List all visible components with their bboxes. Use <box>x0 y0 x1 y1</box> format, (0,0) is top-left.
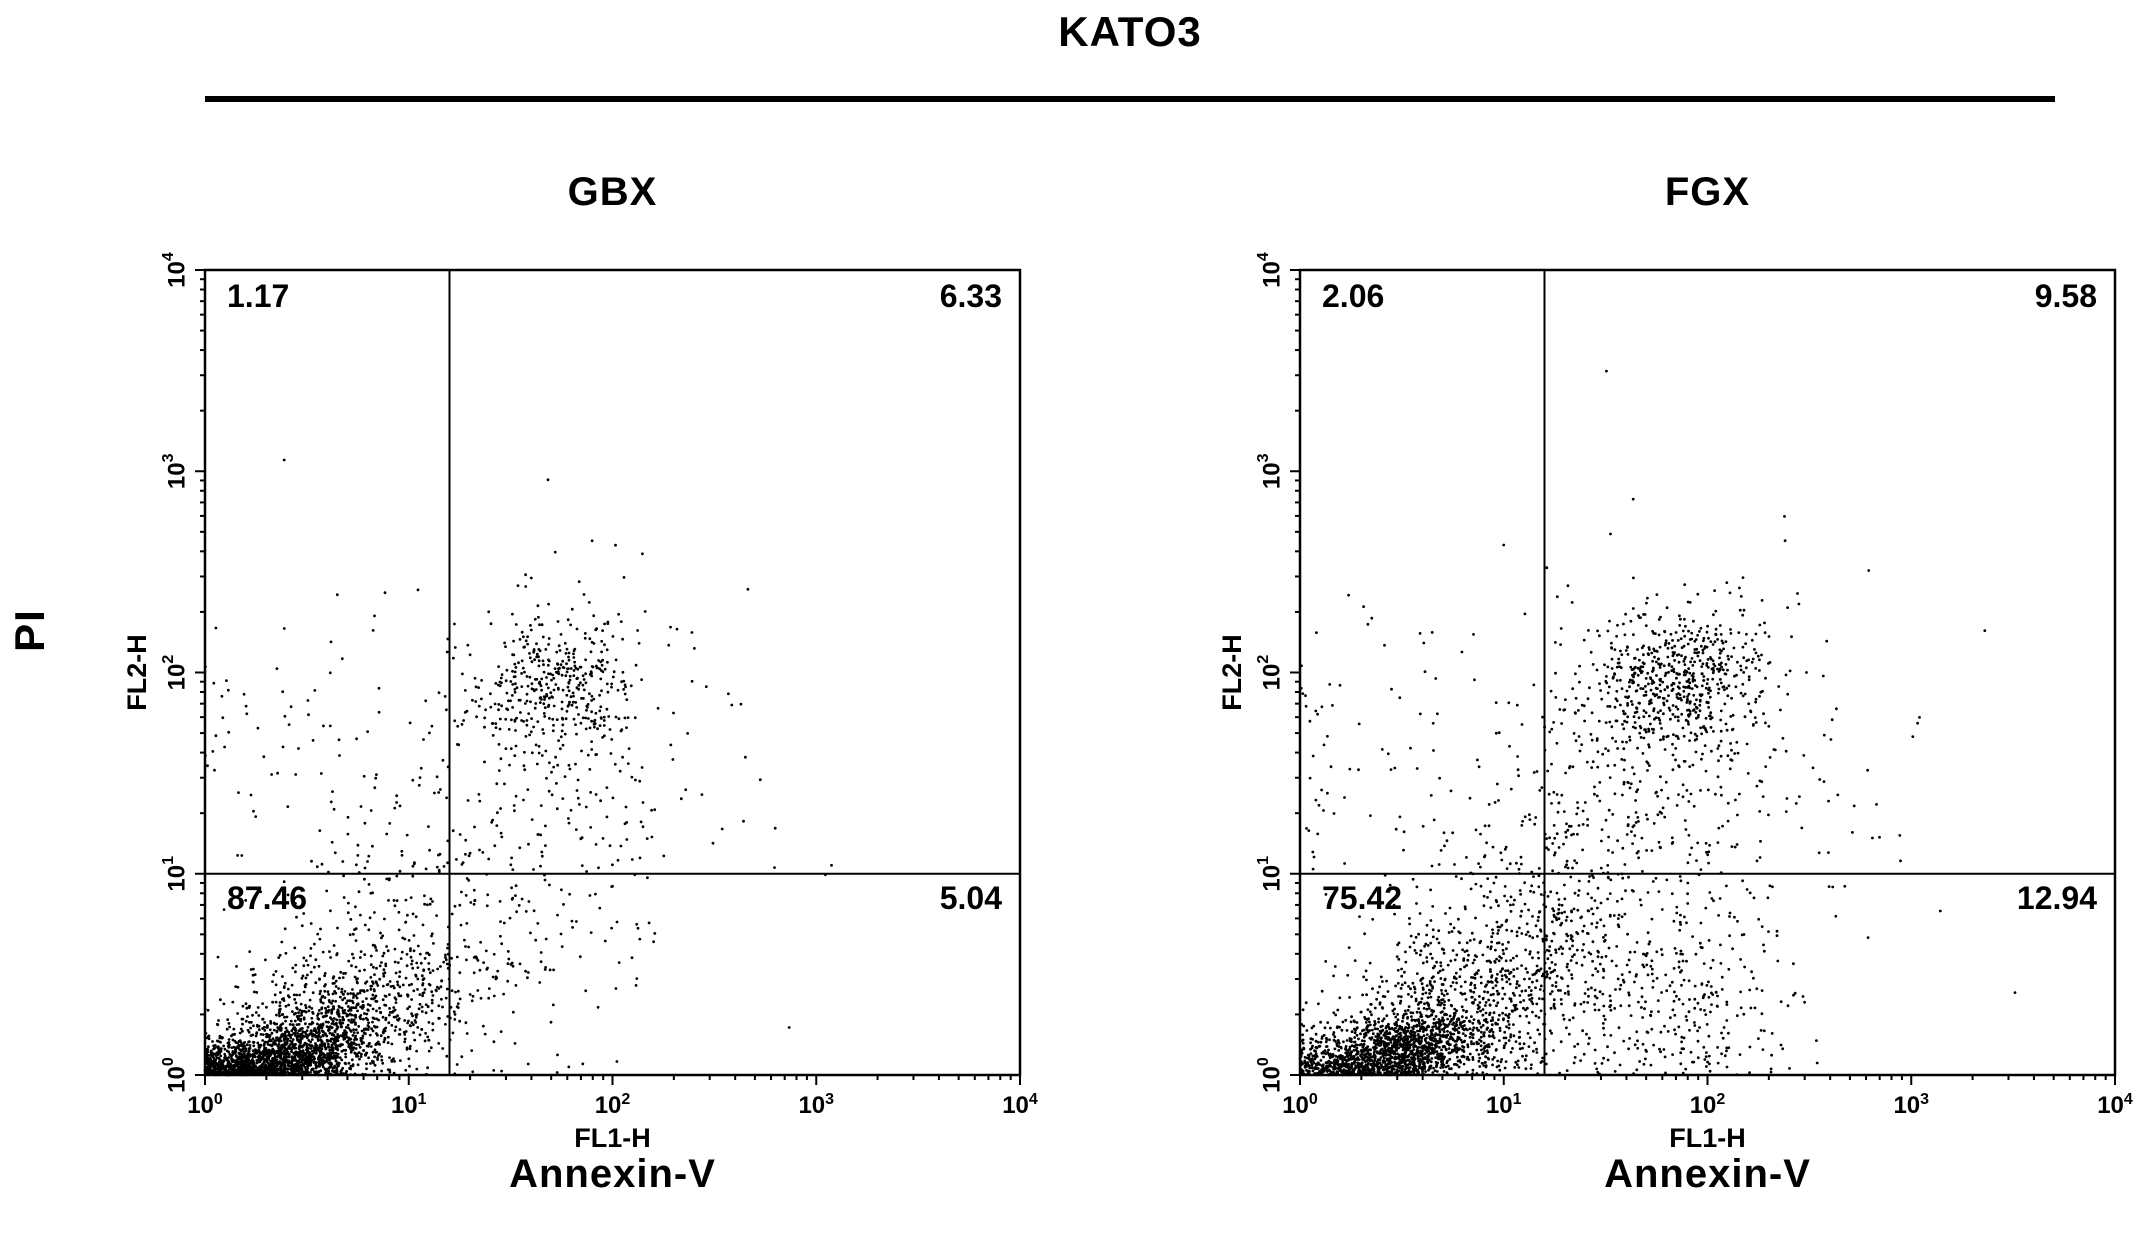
panel-fgx: FGX 100 100 101 101 102 102 103 103 104 104 FL1-H F… <box>1200 170 2145 1233</box>
y-axis-tick-label: 103 <box>160 453 191 489</box>
plot-frame <box>203 268 1022 1077</box>
quadrant-value-upper-right: 9.58 <box>2034 278 2097 314</box>
x-axis-tick-label: 100 <box>1282 1091 1318 1119</box>
x-axis-group-label: Annexin-V <box>509 1152 716 1196</box>
y-axis-label: FL2-H <box>122 634 152 711</box>
title-underline-rule <box>205 96 2055 102</box>
quadrant-value-lower-left: 87.46 <box>227 880 308 916</box>
panel-gbx: GBX 100 100 101 101 102 102 103 103 104 104 FL1-H F… <box>105 170 1050 1233</box>
quadrant-value-lower-right: 12.94 <box>2016 880 2097 916</box>
x-axis-tick-label: 102 <box>1690 1091 1726 1119</box>
x-axis-group-label: Annexin-V <box>1604 1152 1811 1196</box>
y-axis-tick-label: 100 <box>160 1057 191 1093</box>
x-axis-tick-label: 103 <box>798 1091 834 1119</box>
x-axis-tick-label: 103 <box>1893 1091 1929 1119</box>
x-axis-tick-label: 102 <box>595 1091 631 1119</box>
quadrant-gate-lines <box>205 270 1020 1075</box>
x-axis-label: FL1-H <box>1669 1123 1746 1153</box>
shared-y-axis-group-label: PI <box>6 608 53 652</box>
plot-frame <box>1298 268 2117 1077</box>
x-axis-tick-label: 101 <box>391 1091 427 1119</box>
axis-ticks <box>195 269 1021 1085</box>
y-axis-tick-label: 102 <box>1255 655 1286 691</box>
scatter-points <box>1298 369 2017 1077</box>
x-axis-tick-label: 100 <box>187 1091 223 1119</box>
quadrant-gate-lines <box>1300 270 2115 1075</box>
quadrant-value-upper-right: 6.33 <box>939 278 1002 314</box>
y-axis-tick-label: 104 <box>160 252 191 288</box>
quadrant-value-upper-left: 2.06 <box>1322 278 1385 314</box>
y-axis-tick-label: 101 <box>1255 856 1286 892</box>
quadrant-value-upper-left: 1.17 <box>227 278 290 314</box>
y-axis-tick-label: 101 <box>160 856 191 892</box>
figure-title: KATO3 <box>1058 8 1202 55</box>
panel-title-fgx: FGX <box>1664 170 1751 214</box>
y-axis-tick-label: 102 <box>160 655 191 691</box>
x-axis-tick-label: 104 <box>2097 1091 2133 1119</box>
y-axis-label: FL2-H <box>1217 634 1247 711</box>
y-axis-tick-label: 103 <box>1255 453 1286 489</box>
panel-title-gbx: GBX <box>567 170 658 214</box>
x-axis-label: FL1-H <box>574 1123 651 1153</box>
scatter-points <box>203 458 833 1077</box>
x-axis-tick-label: 101 <box>1486 1091 1522 1119</box>
quadrant-value-lower-left: 75.42 <box>1322 880 1403 916</box>
y-axis-tick-label: 100 <box>1255 1057 1286 1093</box>
y-axis-tick-label: 104 <box>1255 252 1286 288</box>
x-axis-tick-label: 104 <box>1002 1091 1038 1119</box>
axis-ticks <box>1290 269 2116 1085</box>
quadrant-value-lower-right: 5.04 <box>939 880 1002 916</box>
